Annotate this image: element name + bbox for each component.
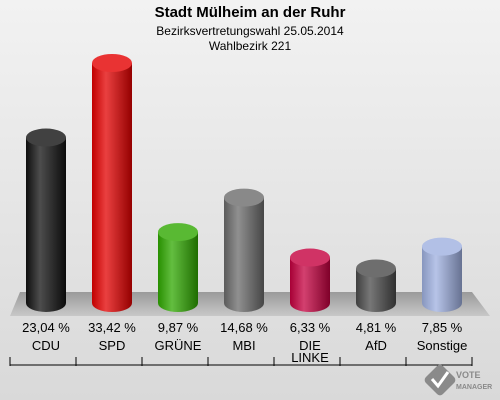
value-label-mbi: 14,68 %: [220, 320, 268, 335]
svg-text:VOTE: VOTE: [456, 370, 481, 380]
category-label-spd: SPD: [99, 338, 126, 353]
value-label-afd: 4,81 %: [356, 320, 397, 335]
category-label-gr-ne: GRÜNE: [155, 338, 202, 353]
value-label-sonstige: 7,85 %: [422, 320, 463, 335]
category-label-die-linke: DIE LINKE: [291, 338, 329, 365]
value-label-gr-ne: 9,87 %: [158, 320, 199, 335]
value-label-cdu: 23,04 %: [22, 320, 70, 335]
chart-subtitle-2: Wahlbezirk 221: [209, 39, 292, 53]
bars-group: [26, 54, 462, 312]
value-labels-group: 23,04 % 33,42 % 9,87 % 14,68 % 6,33 % 4,81 % 7…: [22, 320, 463, 335]
category-label-sonstige: Sonstige: [417, 338, 468, 353]
chart-title: Stadt Mülheim an der Ruhr: [155, 4, 346, 21]
value-label-spd: 33,42 %: [88, 320, 136, 335]
bar-sonstige: [422, 237, 462, 312]
value-label-die-linke: 6,33 %: [290, 320, 331, 335]
bar-spd: [92, 54, 132, 312]
svg-text:MANAGER: MANAGER: [456, 384, 492, 391]
chart-subtitle: Bezirksvertretungswahl 25.05.2014: [156, 24, 344, 38]
bar-gr-ne: [158, 223, 198, 312]
category-axis: CDU SPD GRÜNE MBI DIE LINKE AfD Sonstige: [9, 338, 473, 366]
bar-die-linke: [290, 248, 330, 312]
bar-afd: [356, 259, 396, 312]
vote-manager-logo: VOTE MANAGER: [424, 364, 492, 396]
bar-mbi: [224, 188, 264, 312]
category-label-mbi: MBI: [232, 338, 255, 353]
category-label-cdu: CDU: [32, 338, 60, 353]
bar-cdu: [26, 128, 66, 312]
category-label-afd: AfD: [365, 338, 387, 353]
